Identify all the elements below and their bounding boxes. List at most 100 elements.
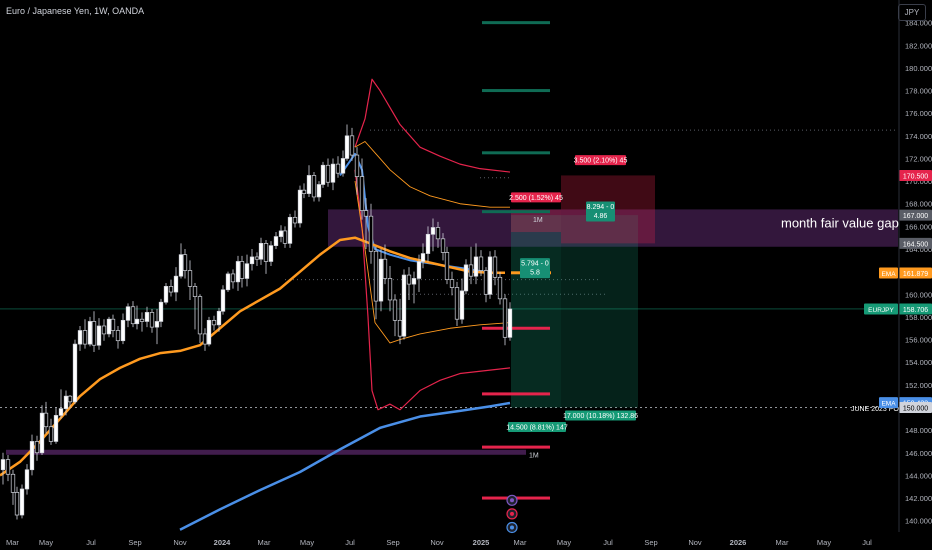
candle-body	[244, 263, 250, 279]
candle-body	[487, 256, 493, 295]
candle-body	[463, 264, 469, 292]
candle-body	[225, 273, 231, 291]
candle-body	[411, 278, 417, 285]
candle-body	[220, 289, 226, 312]
x-tick-label: Sep	[386, 538, 399, 547]
candle-body	[43, 412, 49, 428]
candle-body	[29, 441, 35, 471]
trade-label-small-text: 4.86	[594, 213, 608, 220]
candle-body	[10, 473, 16, 493]
axis-price-text: 167.000	[903, 213, 928, 220]
candle-body	[144, 312, 150, 322]
indicator-tag	[879, 267, 898, 279]
candle-body	[406, 274, 412, 285]
candle-body	[239, 261, 245, 279]
candle-body	[268, 245, 274, 262]
candle-body	[115, 330, 121, 342]
axis-price-text: 158.706	[903, 307, 928, 314]
target-label-2-text: 14.500 (8.81%) 147	[506, 424, 568, 431]
trade-label-mid-text: 5.794 - 0	[521, 261, 549, 268]
candle-body	[139, 318, 145, 322]
candle-body	[425, 233, 431, 254]
x-tick-label: Mar	[776, 538, 789, 547]
candle-body	[382, 258, 388, 279]
short-stop-label	[575, 155, 626, 166]
candle-body	[435, 227, 441, 240]
trade-label-small-text: 8.294 - 0	[587, 204, 615, 211]
candle-body	[335, 163, 341, 174]
candle-body	[392, 299, 398, 321]
candle-body	[5, 459, 11, 475]
candle-body	[63, 395, 69, 409]
candle-body	[292, 216, 298, 224]
event-icon-dot	[510, 511, 514, 516]
candle-body	[58, 408, 64, 416]
indicator-tag	[879, 397, 898, 409]
candle-body	[19, 488, 25, 516]
x-tick-label: Mar	[6, 538, 19, 547]
indicator-tag-text: EMA	[881, 271, 896, 278]
candle-body	[306, 175, 312, 194]
x-tick-label: May	[817, 538, 831, 547]
candle-body	[368, 215, 374, 252]
y-tick-label: 180.000	[905, 64, 932, 73]
candle-body	[77, 330, 83, 345]
stop-level	[482, 326, 550, 330]
candle-body	[416, 261, 422, 279]
timeframe-label: 1M	[529, 452, 539, 459]
monthly-fvg-line	[6, 449, 526, 455]
trade-label-mid	[520, 258, 550, 279]
candle-body	[163, 286, 169, 303]
candle-body	[340, 158, 346, 174]
candle-body	[67, 395, 73, 403]
target-level	[482, 151, 550, 155]
candle-body	[72, 343, 78, 403]
y-tick-label: 168.000	[905, 200, 932, 209]
candle-body	[134, 318, 140, 325]
candle-body	[359, 176, 365, 211]
y-tick-label: 146.000	[905, 449, 932, 458]
y-tick-label: 144.000	[905, 471, 932, 480]
candle-body	[349, 135, 355, 156]
x-tick-label: Nov	[430, 538, 444, 547]
candle-body	[82, 330, 88, 345]
y-tick-label: 142.000	[905, 494, 932, 503]
candle-body	[120, 319, 126, 342]
ema-200-line	[179, 401, 511, 531]
y-tick-label: 170.000	[905, 177, 932, 186]
y-tick-label: 178.000	[905, 87, 932, 96]
candle-body	[468, 264, 474, 277]
y-tick-label: 152.000	[905, 381, 932, 390]
candle-body	[125, 306, 131, 321]
stop-level	[482, 392, 550, 396]
fvg-annotation: month fair value gap	[781, 216, 899, 231]
long-target-zone-2	[561, 215, 638, 408]
candle-body	[206, 319, 212, 345]
candle-body	[202, 333, 208, 345]
candle-body	[182, 254, 188, 271]
candle-body	[287, 216, 293, 244]
stop-level	[482, 445, 550, 449]
candle-body	[497, 276, 503, 300]
candle-body	[297, 189, 303, 224]
candle-body	[449, 279, 455, 288]
x-tick-label: Sep	[644, 538, 657, 547]
candle-body	[216, 310, 222, 326]
candle-body	[106, 318, 112, 335]
y-tick-label: 156.000	[905, 336, 932, 345]
stop-label-text: 2.500 (1.52%) 45	[509, 195, 563, 202]
x-tick-label: May	[39, 538, 53, 547]
axis-price-tag	[899, 237, 932, 249]
candle-body	[444, 252, 450, 280]
x-tick-label: Mar	[258, 538, 271, 547]
y-tick-label: 184.000	[905, 19, 932, 28]
axis-price-text: 161.879	[903, 271, 928, 278]
candle-body	[483, 270, 489, 295]
y-tick-label: 172.000	[905, 154, 932, 163]
candle-body	[211, 319, 217, 326]
currency-button[interactable]: JPY	[898, 4, 926, 21]
candle-body	[34, 441, 40, 454]
candle-body	[154, 321, 160, 328]
x-tick-label: 2025	[473, 538, 490, 547]
